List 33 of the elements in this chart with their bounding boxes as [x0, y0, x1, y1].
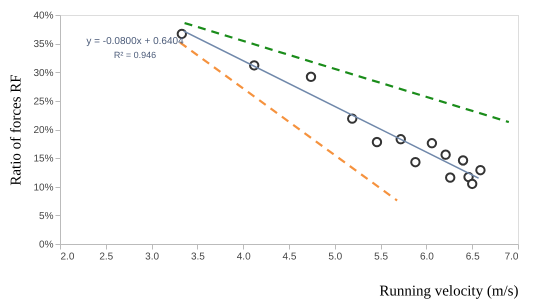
y-tick-label: 30%: [33, 68, 54, 79]
y-tick-label: 35%: [33, 39, 54, 50]
x-tick-label: 4.5: [282, 252, 297, 262]
y-tick-label: 20%: [33, 125, 54, 136]
x-tick-label: 6.0: [420, 252, 434, 262]
y-tick-label: 15%: [33, 154, 54, 165]
x-tick-label: 2.0: [60, 252, 75, 262]
annotation: y = -0.0800x + 0.6404: [86, 36, 184, 47]
x-tick-label: 7.0: [504, 252, 519, 262]
point: [467, 178, 478, 190]
point: [306, 72, 316, 82]
x-tick-label: 5.5: [374, 252, 388, 262]
y-tick-label: 40%: [33, 10, 54, 22]
y-tick-label: 5%: [39, 210, 54, 222]
annotation: R² = 0.946: [114, 50, 156, 60]
x-tick-label: 2.5: [99, 252, 114, 262]
point: [445, 172, 456, 183]
point: [426, 138, 438, 148]
point: [475, 164, 486, 176]
x-tick-label: 6.5: [466, 252, 480, 262]
x-tick-label: 5.0: [328, 252, 343, 262]
y-tick-label: 0%: [39, 240, 54, 250]
x-tick-label: 3.5: [190, 252, 206, 262]
point: [372, 136, 382, 148]
x-tick-label: 3.0: [145, 252, 160, 262]
y-axis-title: Ratio of forces RF: [8, 74, 24, 186]
y-tick-label: 25%: [33, 96, 54, 108]
x-tick-label: 4.0: [236, 252, 252, 262]
point: [410, 156, 421, 168]
y-tick-label: 10%: [33, 182, 54, 194]
x-axis-title: Running velocity (m/s): [379, 284, 518, 300]
point: [458, 155, 468, 166]
point: [440, 150, 451, 160]
